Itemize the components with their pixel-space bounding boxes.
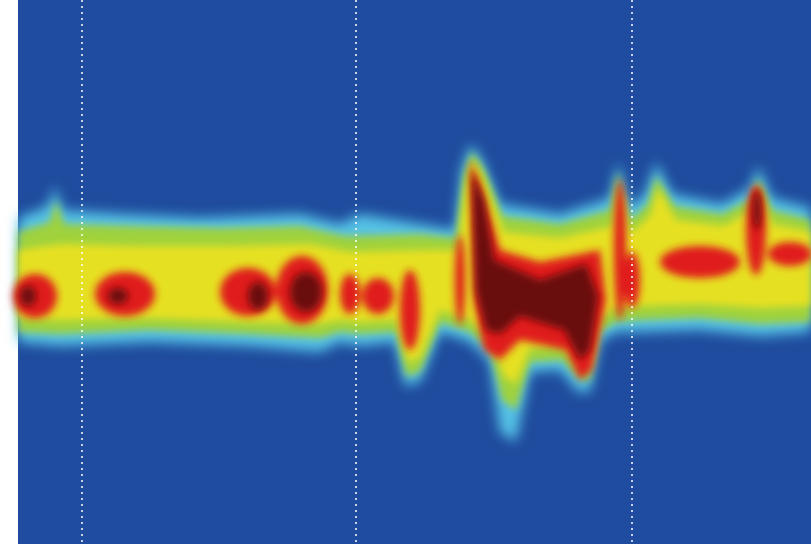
hot-spot — [746, 185, 766, 275]
hot-spot — [400, 270, 420, 350]
hot-spot — [614, 180, 626, 320]
core-spots — [20, 170, 761, 360]
core-spot — [108, 288, 128, 304]
hot-spot — [340, 274, 360, 314]
core-spot — [753, 190, 761, 230]
band-yellow — [18, 160, 811, 384]
hot-spot — [768, 242, 811, 266]
core-spot — [248, 282, 268, 310]
core-spot — [290, 272, 322, 312]
core-spot — [20, 286, 36, 306]
hot-spot — [660, 246, 740, 278]
hot-spot — [362, 278, 394, 314]
hot-spot — [624, 252, 640, 308]
hot-spot — [455, 235, 465, 325]
markers — [81, 0, 633, 544]
hot-spot — [220, 268, 276, 316]
core-spot — [472, 170, 598, 360]
